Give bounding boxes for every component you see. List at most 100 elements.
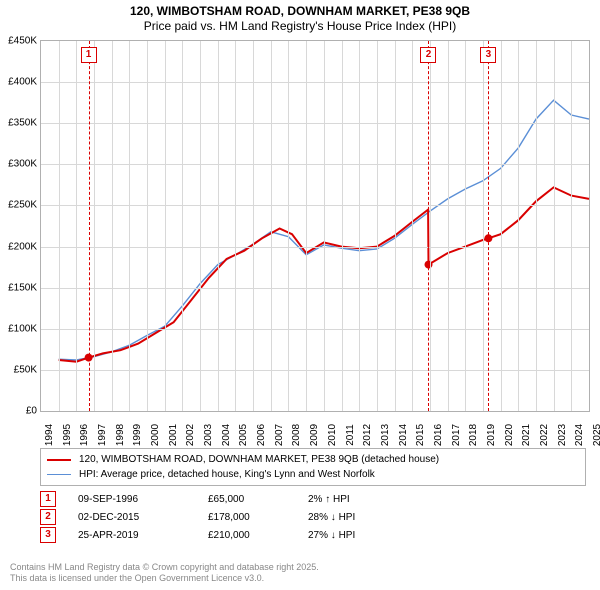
x-gridline: [483, 41, 484, 411]
x-gridline: [395, 41, 396, 411]
x-gridline: [59, 41, 60, 411]
y-axis-label: £350K: [1, 118, 37, 129]
event-row: 3 25-APR-2019£210,00027% ↓ HPI: [40, 526, 418, 544]
x-axis-label: 2017: [451, 424, 462, 446]
event-delta: 27% ↓ HPI: [308, 530, 418, 541]
legend-swatch: [47, 474, 71, 475]
event-price: £210,000: [208, 530, 308, 541]
event-marker-line: [428, 41, 429, 411]
x-gridline: [554, 41, 555, 411]
y-axis-label: £200K: [1, 241, 37, 252]
event-date: 09-SEP-1996: [78, 494, 208, 505]
y-gridline: [41, 288, 589, 289]
chart-title-line1: 120, WIMBOTSHAM ROAD, DOWNHAM MARKET, PE…: [0, 4, 600, 18]
y-axis-label: £300K: [1, 159, 37, 170]
x-gridline: [253, 41, 254, 411]
footer-line1: Contains HM Land Registry data © Crown c…: [10, 562, 319, 573]
y-axis-label: £50K: [1, 364, 37, 375]
footer-attribution: Contains HM Land Registry data © Crown c…: [10, 562, 319, 585]
chart-legend: 120, WIMBOTSHAM ROAD, DOWNHAM MARKET, PE…: [40, 448, 586, 486]
x-axis-label: 2008: [291, 424, 302, 446]
footer-line2: This data is licensed under the Open Gov…: [10, 573, 319, 584]
x-gridline: [165, 41, 166, 411]
x-axis-label: 2004: [221, 424, 232, 446]
y-gridline: [41, 82, 589, 83]
x-gridline: [448, 41, 449, 411]
x-gridline: [129, 41, 130, 411]
y-axis-label: £150K: [1, 282, 37, 293]
event-marker-box: 1: [81, 47, 97, 63]
x-axis-label: 2020: [504, 424, 515, 446]
x-axis-label: 2002: [185, 424, 196, 446]
chart-title-line2: Price paid vs. HM Land Registry's House …: [0, 19, 600, 33]
x-gridline: [200, 41, 201, 411]
x-gridline: [465, 41, 466, 411]
x-gridline: [412, 41, 413, 411]
x-axis-label: 1997: [97, 424, 108, 446]
x-gridline: [536, 41, 537, 411]
x-axis-label: 2015: [415, 424, 426, 446]
y-axis-label: £250K: [1, 200, 37, 211]
event-marker-box: 2: [420, 47, 436, 63]
x-axis-label: 2012: [362, 424, 373, 446]
y-axis-label: £0: [1, 406, 37, 417]
y-gridline: [41, 164, 589, 165]
legend-label: 120, WIMBOTSHAM ROAD, DOWNHAM MARKET, PE…: [79, 454, 439, 465]
event-delta: 2% ↑ HPI: [308, 494, 418, 505]
x-axis-label: 2023: [557, 424, 568, 446]
event-delta: 28% ↓ HPI: [308, 512, 418, 523]
x-axis-label: 2013: [380, 424, 391, 446]
event-index-box: 1: [40, 491, 56, 507]
event-date: 25-APR-2019: [78, 530, 208, 541]
x-gridline: [359, 41, 360, 411]
x-gridline: [271, 41, 272, 411]
y-axis-label: £100K: [1, 323, 37, 334]
x-axis-label: 1998: [115, 424, 126, 446]
event-date: 02-DEC-2015: [78, 512, 208, 523]
x-gridline: [377, 41, 378, 411]
x-axis-label: 2019: [486, 424, 497, 446]
event-price: £65,000: [208, 494, 308, 505]
x-gridline: [324, 41, 325, 411]
event-row: 2 02-DEC-2015£178,00028% ↓ HPI: [40, 508, 418, 526]
x-axis-label: 1994: [44, 424, 55, 446]
x-gridline: [306, 41, 307, 411]
y-axis-label: £400K: [1, 77, 37, 88]
x-axis-label: 2007: [274, 424, 285, 446]
x-axis-label: 2009: [309, 424, 320, 446]
event-index-box: 2: [40, 509, 56, 525]
legend-swatch: [47, 459, 71, 461]
x-gridline: [112, 41, 113, 411]
x-gridline: [571, 41, 572, 411]
event-price: £178,000: [208, 512, 308, 523]
x-axis-label: 2006: [256, 424, 267, 446]
x-axis-label: 1995: [62, 424, 73, 446]
chart-lines-svg: [41, 41, 589, 411]
x-axis-label: 2016: [433, 424, 444, 446]
event-marker-line: [89, 41, 90, 411]
x-axis-label: 1999: [132, 424, 143, 446]
event-row: 1 09-SEP-1996£65,0002% ↑ HPI: [40, 490, 418, 508]
x-axis-label: 2025: [592, 424, 600, 446]
chart-plot-area: £0£50K£100K£150K£200K£250K£300K£350K£400…: [40, 40, 590, 412]
y-gridline: [41, 370, 589, 371]
y-gridline: [41, 247, 589, 248]
x-axis-label: 2003: [203, 424, 214, 446]
x-axis-label: 1996: [79, 424, 90, 446]
x-gridline: [288, 41, 289, 411]
legend-label: HPI: Average price, detached house, King…: [79, 469, 375, 480]
x-axis-label: 2005: [238, 424, 249, 446]
y-gridline: [41, 205, 589, 206]
x-gridline: [342, 41, 343, 411]
x-axis-label: 2000: [150, 424, 161, 446]
event-index-box: 3: [40, 527, 56, 543]
event-marker-line: [488, 41, 489, 411]
x-axis-label: 2018: [468, 424, 479, 446]
x-gridline: [76, 41, 77, 411]
x-gridline: [94, 41, 95, 411]
x-axis-label: 2001: [168, 424, 179, 446]
y-axis-label: £450K: [1, 36, 37, 47]
event-marker-box: 3: [480, 47, 496, 63]
x-gridline: [518, 41, 519, 411]
event-table: 1 09-SEP-1996£65,0002% ↑ HPI 2 02-DEC-2015£…: [40, 490, 418, 544]
